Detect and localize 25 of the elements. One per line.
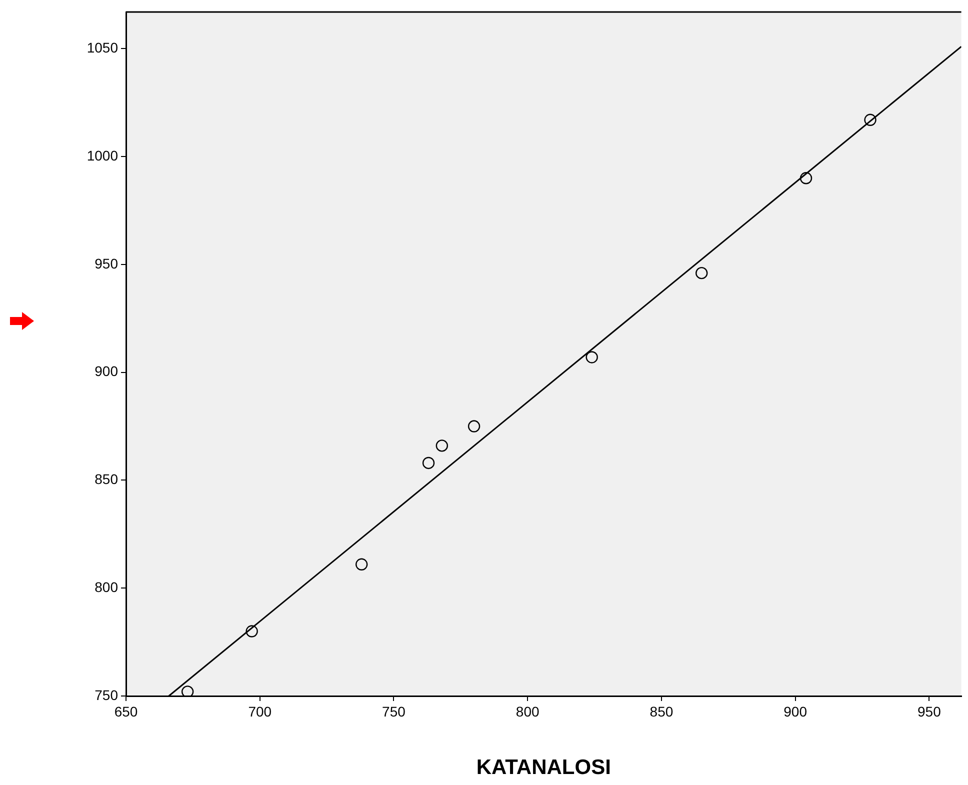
x-tick-label: 800: [516, 703, 540, 720]
point: [468, 420, 480, 432]
x-tick-label: 850: [650, 703, 674, 720]
point: [800, 172, 812, 184]
point: [181, 686, 194, 696]
point: [864, 114, 876, 126]
x-axis-title: KATANALOSI: [476, 756, 611, 780]
point: [356, 558, 368, 570]
x-tick-label: 650: [114, 703, 138, 720]
y-tick-label: 1050: [86, 40, 118, 56]
point: [696, 266, 708, 280]
y-tick-label: 850: [94, 471, 118, 488]
x-tick-label: 750: [382, 703, 406, 720]
x-tick-label: 950: [917, 703, 942, 720]
point: [422, 456, 435, 470]
point: [246, 625, 258, 638]
x-tick-label: 700: [248, 703, 272, 720]
x-tick-label: 900: [784, 703, 808, 720]
y-tick-label: 750: [94, 686, 118, 703]
point: [436, 440, 448, 452]
y-tick-label: 950: [94, 255, 118, 272]
y-tick-label: 900: [94, 363, 118, 380]
point: [586, 351, 598, 364]
y-tick-label: 1000: [86, 147, 118, 164]
y-tick-label: 800: [94, 578, 118, 595]
